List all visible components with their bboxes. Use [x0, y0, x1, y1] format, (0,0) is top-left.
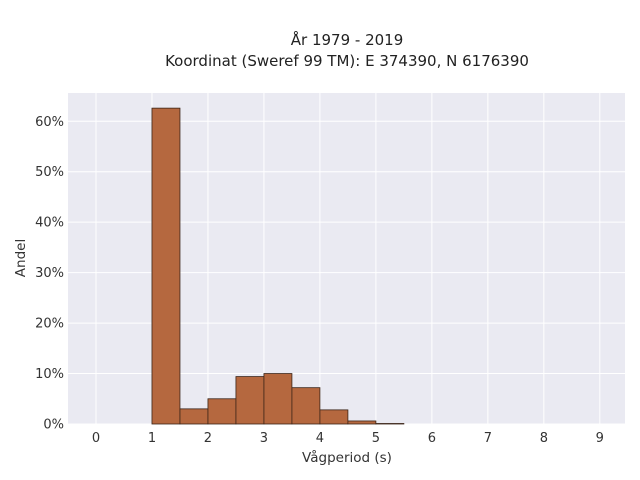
- chart-title-line-2: Koordinat (Sweref 99 TM): E 374390, N 61…: [165, 52, 529, 70]
- histogram-bar: [263, 373, 293, 425]
- y-axis-label: Andel: [13, 239, 29, 277]
- x-tick-label: 8: [540, 431, 548, 446]
- histogram-bar: [319, 409, 349, 425]
- x-axis-ticks: 0 1 2 3 4 5 6 7 8 9: [92, 431, 604, 446]
- x-tick-label: 1: [148, 431, 156, 446]
- histogram-bars: [151, 107, 405, 425]
- y-tick-label: 50%: [35, 165, 64, 180]
- histogram-bar: [291, 387, 321, 425]
- x-tick-label: 7: [484, 431, 492, 446]
- histogram-bar: [151, 107, 181, 425]
- histogram-bar: [375, 423, 405, 425]
- chart-title-line-1: År 1979 - 2019: [291, 30, 404, 49]
- y-tick-label: 10%: [35, 367, 64, 382]
- x-tick-label: 6: [428, 431, 436, 446]
- histogram-bar: [207, 398, 237, 425]
- histogram-bar: [347, 420, 377, 425]
- y-tick-label: 60%: [35, 115, 64, 130]
- y-tick-label: 30%: [35, 266, 64, 281]
- x-tick-label: 2: [204, 431, 212, 446]
- x-tick-label: 3: [260, 431, 268, 446]
- x-axis-label: Vågperiod (s): [302, 449, 392, 466]
- y-tick-label: 40%: [35, 216, 64, 231]
- histogram-bar: [235, 376, 265, 425]
- histogram-bar: [179, 408, 209, 425]
- x-tick-label: 5: [372, 431, 380, 446]
- y-axis-ticks: 0% 10% 20% 30% 40% 50% 60%: [35, 115, 64, 433]
- x-tick-label: 9: [596, 431, 604, 446]
- y-tick-label: 0%: [43, 418, 64, 433]
- x-tick-label: 4: [316, 431, 324, 446]
- y-tick-label: 20%: [35, 317, 64, 332]
- x-tick-label: 0: [92, 431, 100, 446]
